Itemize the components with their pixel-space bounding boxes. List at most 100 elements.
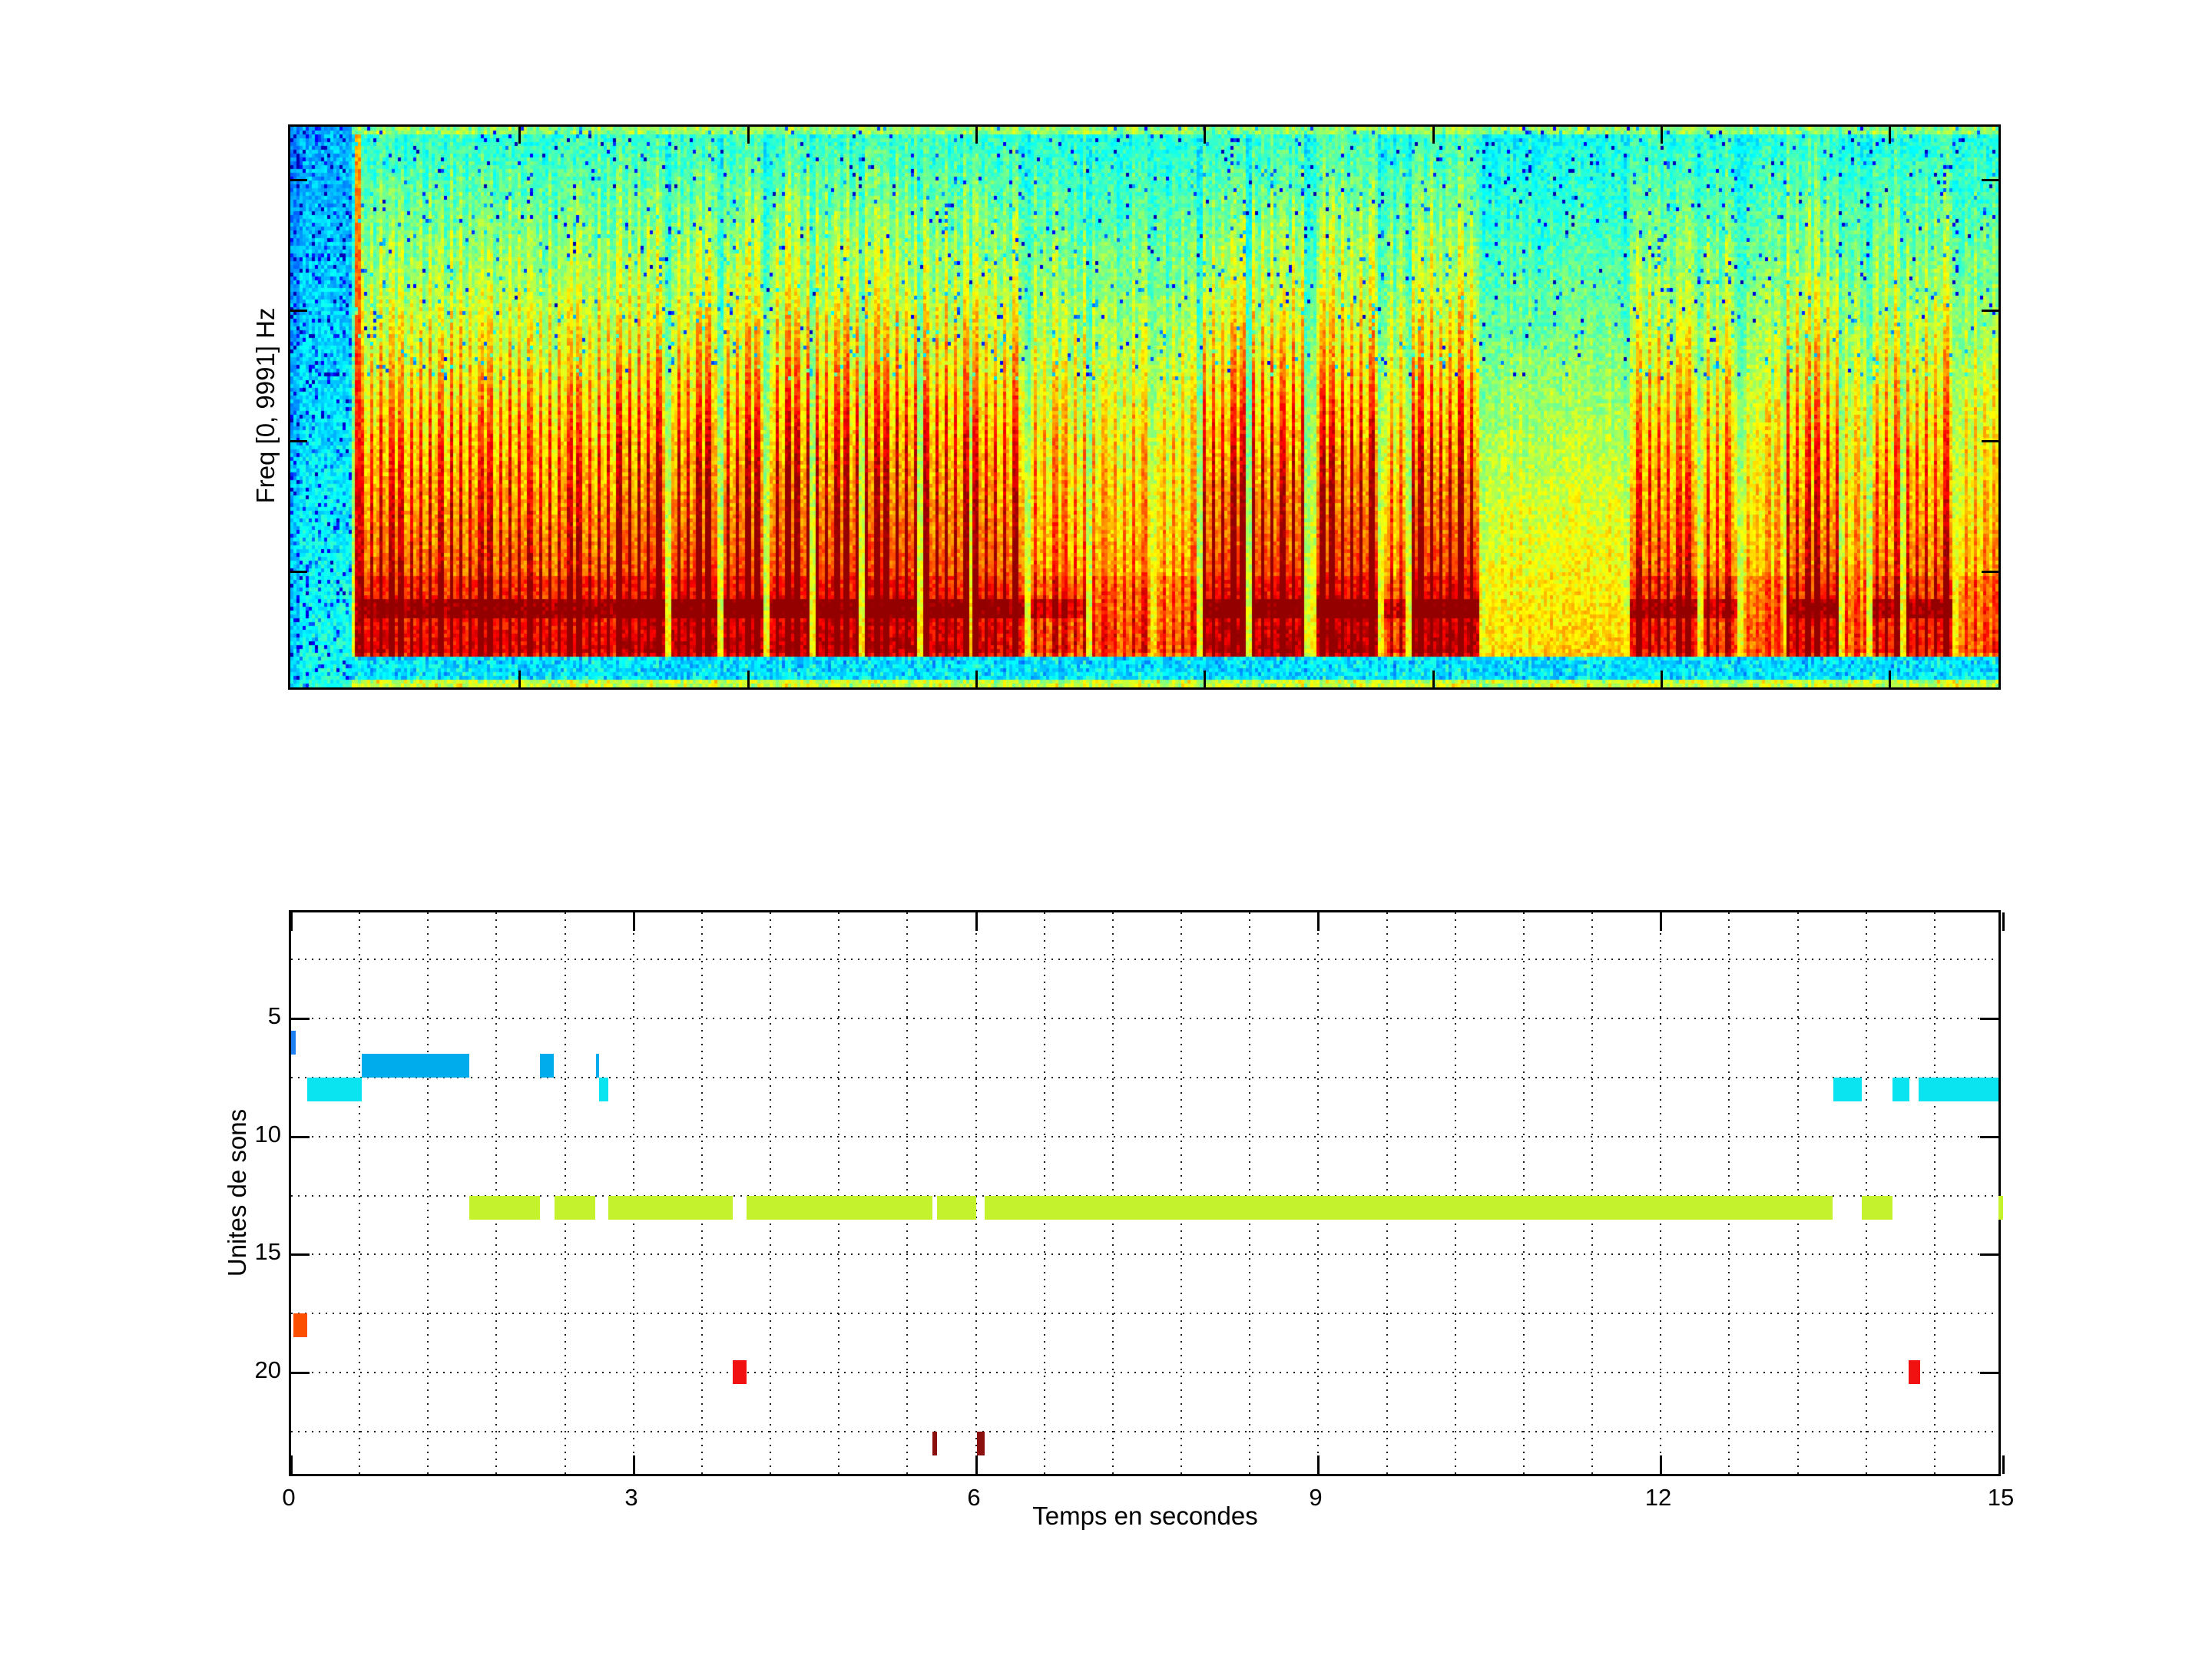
spectrogram-heatmap-canvas <box>290 127 1998 687</box>
sound-unit-segment-u20 <box>1909 1360 1920 1384</box>
spectrogram-x-tick <box>975 127 978 144</box>
sound-unit-segment-u23 <box>977 1432 985 1455</box>
spectrogram-x-tick <box>1432 671 1435 687</box>
axis-tick <box>1317 912 1320 931</box>
sound-unit-segment-u8 <box>307 1078 362 1101</box>
axis-tick <box>975 1455 978 1474</box>
sound-unit-segment-u8 <box>1833 1078 1862 1101</box>
grid-line-horizontal <box>291 1136 1998 1137</box>
spectrogram-x-tick <box>975 671 978 687</box>
timeline-x-axis-label: Temps en secondes <box>1032 1502 1258 1530</box>
axis-tick <box>2002 912 2005 931</box>
grid-line-horizontal <box>291 1018 1998 1019</box>
spectrogram-x-tick <box>1661 671 1663 687</box>
grid-line-vertical <box>1523 912 1525 1474</box>
spectrogram-plot-area <box>288 124 2001 690</box>
spectrogram-y-axis-label: Freq [0, 9991] Hz <box>251 307 280 504</box>
axis-tick <box>2002 1455 2005 1474</box>
axis-tick <box>1317 1455 1320 1474</box>
timeline-y-tick-label: 10 <box>254 1121 281 1147</box>
sound-unit-segment-u8 <box>1919 1078 1998 1101</box>
grid-line-vertical <box>1797 912 1799 1474</box>
sound-unit-segment-u7 <box>540 1054 554 1078</box>
sound-unit-segment-u6 <box>291 1031 296 1055</box>
spectrogram-x-tick <box>1661 127 1663 144</box>
grid-line-vertical <box>633 912 634 1474</box>
grid-line-vertical <box>770 912 771 1474</box>
axis-tick <box>1980 1253 1998 1256</box>
sound-unit-segment-u13 <box>555 1196 595 1220</box>
spectrogram-x-tick <box>1889 127 1891 144</box>
spectrogram-y-tick <box>290 440 307 442</box>
axis-tick <box>290 1455 293 1474</box>
grid-line-vertical <box>1660 912 1661 1474</box>
axis-tick <box>1660 1455 1662 1474</box>
axis-tick <box>291 1372 310 1374</box>
grid-line-vertical <box>1112 912 1114 1474</box>
grid-line-horizontal <box>291 1313 1998 1314</box>
grid-line-vertical <box>838 912 839 1474</box>
sound-unit-segment-u23 <box>932 1432 937 1455</box>
grid-line-vertical <box>1317 912 1319 1474</box>
spectrogram-y-tick <box>290 571 307 573</box>
grid-line-vertical <box>565 912 566 1474</box>
timeline-y-tick-label: 5 <box>267 1002 281 1029</box>
grid-line-vertical <box>906 912 908 1474</box>
axis-tick <box>1980 1136 1998 1138</box>
axis-tick <box>1980 1372 1998 1374</box>
sound-unit-segment-u7 <box>596 1054 599 1078</box>
spectrogram-x-tick <box>1889 671 1891 687</box>
timeline-y-axis-label: Unites de sons <box>223 1108 251 1277</box>
spectrogram-y-tick <box>1982 440 1998 442</box>
spectrogram-y-tick <box>1982 571 1998 573</box>
grid-line-vertical <box>1591 912 1593 1474</box>
grid-line-vertical <box>975 912 977 1474</box>
axis-tick <box>1660 912 1662 931</box>
axis-tick <box>290 912 293 931</box>
grid-line-vertical <box>427 912 429 1474</box>
spectrogram-x-tick <box>747 127 750 144</box>
timeline-x-tick-label: 6 <box>967 1484 981 1511</box>
timeline-y-tick-label: 20 <box>254 1356 281 1383</box>
grid-line-vertical <box>1866 912 1867 1474</box>
spectrogram-x-tick <box>1204 127 1206 144</box>
grid-line-vertical <box>1934 912 1936 1474</box>
spectrogram-y-tick <box>1982 179 1998 181</box>
grid-line-vertical <box>495 912 497 1474</box>
grid-line-horizontal <box>291 1372 1998 1373</box>
grid-line-vertical <box>1455 912 1456 1474</box>
axis-tick <box>975 912 978 931</box>
sound-unit-segment-u13 <box>747 1196 932 1220</box>
sound-unit-segment-u13 <box>1998 1196 2003 1220</box>
timeline-y-tick-label: 15 <box>254 1238 281 1265</box>
grid-line-horizontal <box>291 959 1998 960</box>
spectrogram-x-tick <box>518 127 521 144</box>
timeline-x-tick-label: 0 <box>282 1484 296 1511</box>
sound-unit-segment-u20 <box>733 1360 747 1384</box>
spectrogram-y-tick <box>290 179 307 181</box>
timeline-x-tick-label: 12 <box>1644 1484 1672 1511</box>
grid-line-vertical <box>359 912 360 1474</box>
spectrogram-x-tick <box>747 671 750 687</box>
grid-line-vertical <box>1044 912 1045 1474</box>
grid-line-vertical <box>1386 912 1388 1474</box>
sound-unit-segment-u13 <box>1862 1196 1892 1220</box>
grid-line-vertical <box>1249 912 1250 1474</box>
spectrogram-x-tick <box>1204 671 1206 687</box>
axis-tick <box>633 912 635 931</box>
axis-tick <box>291 1018 310 1020</box>
spectrogram-x-tick <box>518 671 521 687</box>
sound-unit-segment-u13 <box>608 1196 733 1220</box>
grid-line-horizontal <box>291 1431 1998 1432</box>
sound-unit-segment-u13 <box>469 1196 540 1220</box>
grid-line-horizontal <box>291 1077 1998 1078</box>
sound-unit-segment-u18 <box>293 1313 307 1337</box>
grid-line-vertical <box>701 912 703 1474</box>
sound-unit-segment-u13 <box>985 1196 1833 1220</box>
sound-unit-segment-u8 <box>599 1078 608 1101</box>
axis-tick <box>633 1455 635 1474</box>
grid-line-vertical <box>1728 912 1730 1474</box>
spectrogram-x-tick <box>1432 127 1435 144</box>
axis-tick <box>291 1136 310 1138</box>
